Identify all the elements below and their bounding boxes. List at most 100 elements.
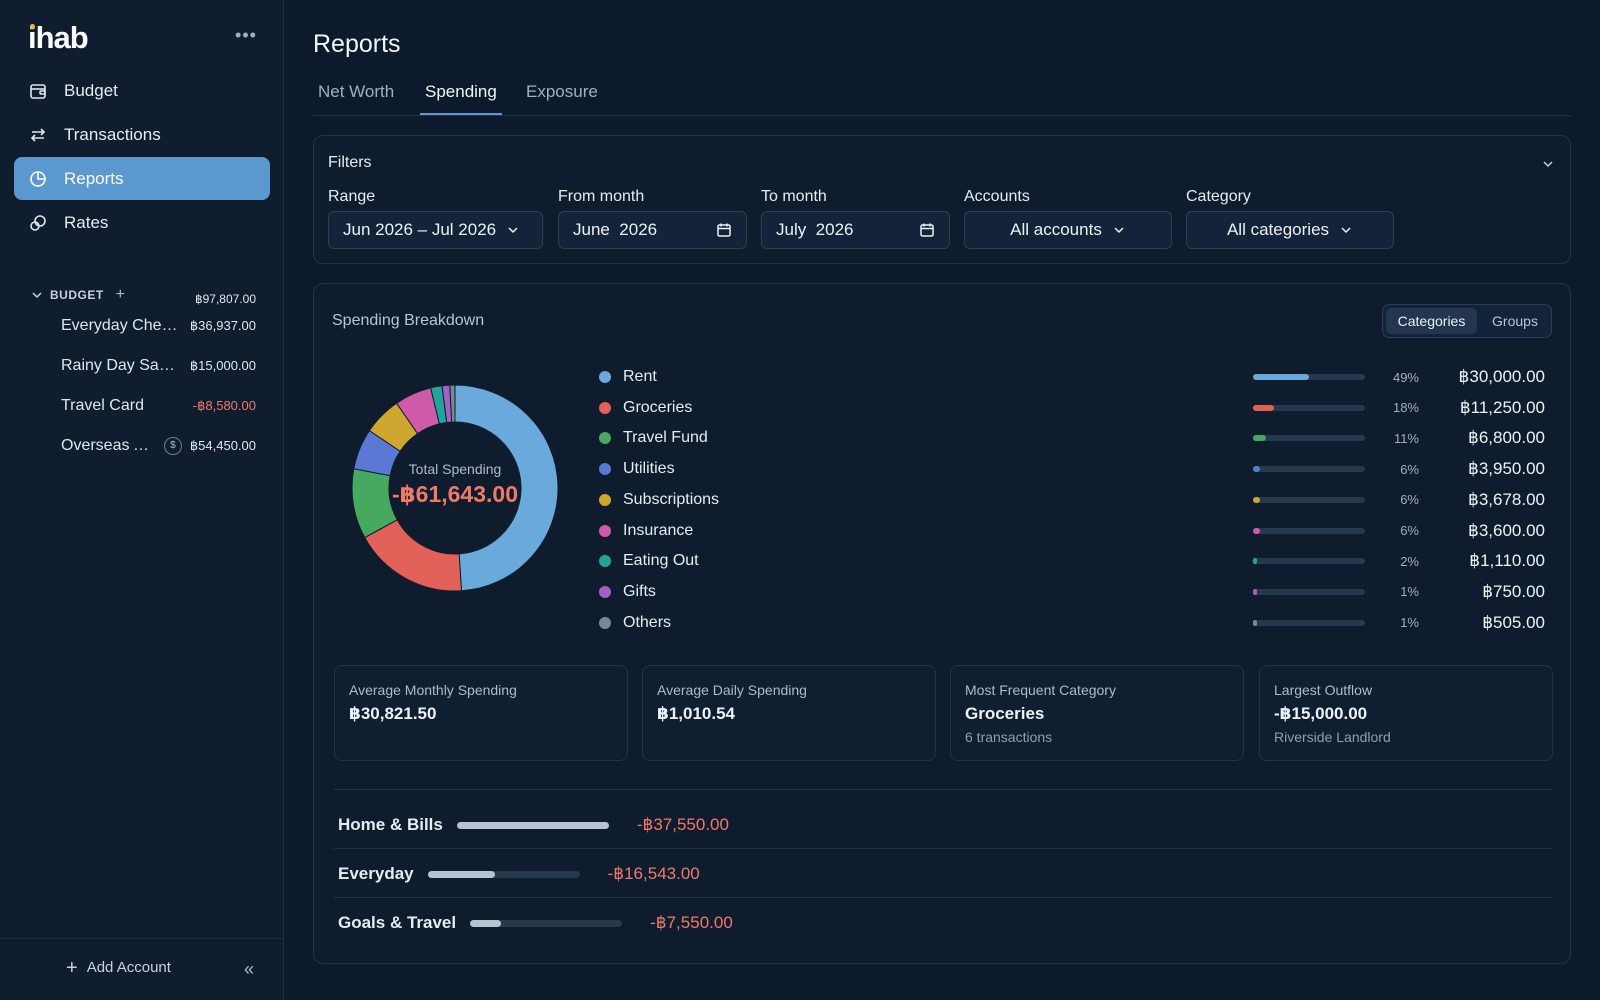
app-logo[interactable]: ihab xyxy=(28,20,89,55)
category-name: Groceries xyxy=(623,398,693,416)
divider xyxy=(334,848,1552,849)
spending-breakdown-panel: Spending Breakdown Categories Groups Tot… xyxy=(313,283,1571,964)
category-bar xyxy=(1253,466,1365,473)
donut-slice[interactable] xyxy=(364,519,462,592)
arrows-exchange-icon xyxy=(30,127,46,142)
account-name: Rainy Day Savings xyxy=(61,357,182,374)
category-value: All categories xyxy=(1226,220,1330,239)
category-bar xyxy=(1253,374,1365,380)
add-account-button[interactable]: + Add Account xyxy=(66,956,171,979)
category-percent: 6% xyxy=(1400,523,1419,538)
add-budget-account-icon[interactable]: + xyxy=(115,286,126,303)
sidebar-footer: + Add Account « xyxy=(0,938,284,1000)
category-name: Eating Out xyxy=(623,552,699,570)
chevron-down-icon xyxy=(1114,227,1124,234)
category-color-dot xyxy=(599,555,611,568)
to-month-value: July 2026 xyxy=(776,220,854,239)
chevron-down-icon[interactable] xyxy=(30,288,44,302)
category-bar xyxy=(1253,435,1365,442)
category-bar-fill xyxy=(1253,588,1257,595)
account-balance: -฿8,580.00 xyxy=(192,398,256,413)
category-color-dot xyxy=(599,616,611,629)
logo-accent-dot xyxy=(30,24,35,29)
sidebar-account-item[interactable]: Travel Card -฿8,580.00 xyxy=(61,396,256,416)
category-row[interactable]: Travel Fund 11% ฿6,800.00 xyxy=(599,426,1545,450)
category-bar-fill xyxy=(1253,466,1261,473)
nav-item-budget[interactable]: Budget xyxy=(14,69,270,112)
stat-label: Most Frequent Category xyxy=(965,682,1116,698)
account-balance: ฿36,937.00 xyxy=(189,318,256,333)
category-amount: ฿3,600.00 xyxy=(1468,520,1545,540)
group-name: Goals & Travel xyxy=(338,913,457,932)
category-name: Travel Fund xyxy=(623,429,708,447)
page-title: Reports xyxy=(313,30,401,58)
category-amount: ฿3,678.00 xyxy=(1468,489,1545,509)
category-row[interactable]: Others 1% ฿505.00 xyxy=(599,611,1545,635)
category-name: Utilities xyxy=(623,460,675,478)
stat-subtext: 6 transactions xyxy=(965,729,1053,745)
chevron-down-icon xyxy=(1341,227,1351,234)
from-month-label: From month xyxy=(558,188,645,205)
donut-slice[interactable] xyxy=(454,384,559,592)
from-month-input[interactable]: June 2026 xyxy=(558,211,747,249)
donut-slice[interactable] xyxy=(449,384,456,423)
range-value: Jun 2026 – Jul 2026 xyxy=(343,220,497,239)
tab-spending[interactable]: Spending xyxy=(420,82,502,115)
stat-card: Average Monthly Spending ฿30,821.50 xyxy=(334,665,628,761)
category-bar-fill xyxy=(1253,496,1260,503)
collapse-sidebar-icon[interactable]: « xyxy=(244,959,255,979)
spending-donut-chart: Total Spending -฿61,643.00 xyxy=(350,383,560,593)
sidebar-account-item[interactable]: Rainy Day Savings ฿15,000.00 xyxy=(61,356,256,376)
nav-item-transactions[interactable]: Transactions xyxy=(14,113,270,156)
plus-icon: + xyxy=(66,956,78,979)
accounts-select[interactable]: All accounts xyxy=(964,211,1172,249)
category-row[interactable]: Eating Out 2% ฿1,110.00 xyxy=(599,549,1545,573)
nav-label: Rates xyxy=(64,212,109,232)
category-amount: ฿750.00 xyxy=(1482,581,1545,601)
category-name: Insurance xyxy=(623,521,694,539)
category-label: Category xyxy=(1186,188,1251,205)
category-bar xyxy=(1253,588,1365,595)
category-row[interactable]: Subscriptions 6% ฿3,678.00 xyxy=(599,488,1545,512)
account-name: Everyday Checking xyxy=(61,317,182,334)
donut-svg xyxy=(351,384,559,592)
category-row[interactable]: Groceries 18% ฿11,250.00 xyxy=(599,396,1545,420)
tab-net-worth[interactable]: Net Worth xyxy=(318,82,395,101)
toggle-categories[interactable]: Categories xyxy=(1386,308,1477,334)
stat-label: Largest Outflow xyxy=(1274,682,1373,698)
group-bar-fill xyxy=(470,919,501,927)
tab-exposure[interactable]: Exposure xyxy=(526,82,598,101)
nav-item-reports[interactable]: Reports xyxy=(14,157,270,200)
sidebar-account-item[interactable]: Everyday Checking ฿36,937.00 xyxy=(61,316,256,336)
group-amount: -฿37,550.00 xyxy=(636,815,729,834)
pie-chart-icon xyxy=(30,170,46,187)
category-row[interactable]: Insurance 6% ฿3,600.00 xyxy=(599,519,1545,543)
calendar-icon[interactable] xyxy=(919,222,935,238)
nav-item-rates[interactable]: Rates xyxy=(14,201,270,244)
category-row[interactable]: Rent 49% ฿30,000.00 xyxy=(599,365,1545,389)
range-select[interactable]: Jun 2026 – Jul 2026 xyxy=(328,211,543,249)
category-row[interactable]: Utilities 6% ฿3,950.00 xyxy=(599,457,1545,481)
filters-panel: Filters Range Jun 2026 – Jul 2026 From m… xyxy=(313,135,1571,264)
calendar-icon[interactable] xyxy=(716,222,732,238)
category-color-dot xyxy=(599,585,611,598)
stat-value: -฿15,000.00 xyxy=(1274,704,1368,723)
category-bar-fill xyxy=(1253,435,1266,442)
category-select[interactable]: All categories xyxy=(1186,211,1394,249)
stat-value: Groceries xyxy=(965,704,1045,723)
group-row[interactable]: Home & Bills -฿37,550.00 xyxy=(338,813,1552,837)
chevron-down-icon[interactable] xyxy=(1540,156,1556,172)
budget-section-header[interactable]: BUDGET + ฿97,807.00 xyxy=(30,286,256,306)
sidebar-account-item[interactable]: Overseas Account $ ฿54,450.00 xyxy=(61,436,256,456)
category-name: Gifts xyxy=(623,582,656,600)
category-percent: 6% xyxy=(1400,492,1419,508)
group-row[interactable]: Everyday -฿16,543.00 xyxy=(338,862,1552,886)
category-color-dot xyxy=(599,401,611,414)
toggle-groups[interactable]: Groups xyxy=(1492,313,1538,329)
donut-total-label: Total Spending xyxy=(408,461,502,477)
category-bar-fill xyxy=(1253,404,1274,411)
category-row[interactable]: Gifts 1% ฿750.00 xyxy=(599,580,1545,604)
to-month-input[interactable]: July 2026 xyxy=(761,211,950,249)
more-options-icon[interactable]: ••• xyxy=(235,25,257,45)
group-row[interactable]: Goals & Travel -฿7,550.00 xyxy=(338,911,1552,935)
